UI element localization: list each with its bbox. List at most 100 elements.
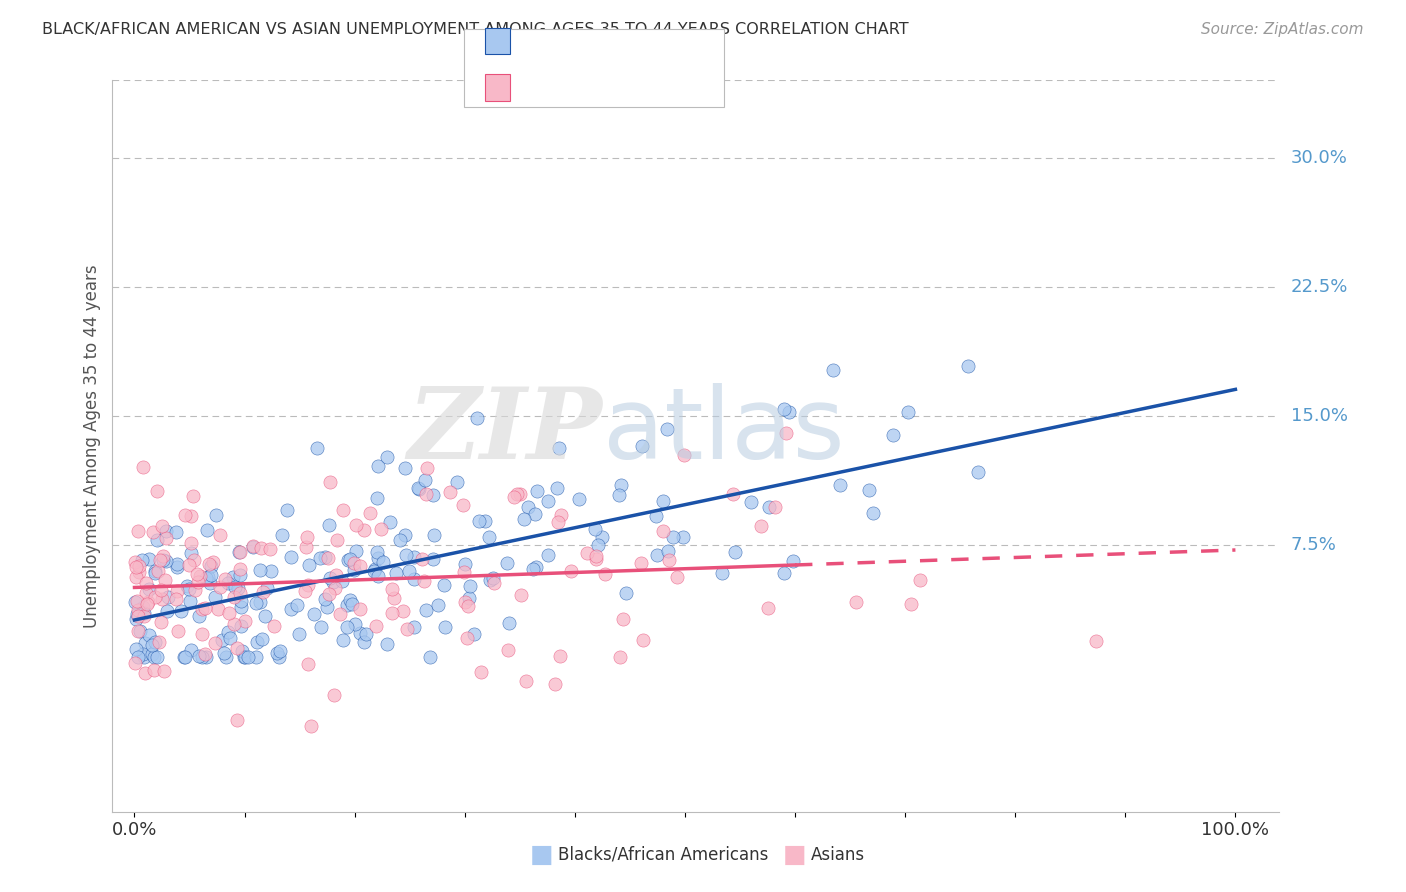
Point xyxy=(344,617,367,632)
Point xyxy=(225,640,247,655)
Point xyxy=(132,459,155,474)
Point xyxy=(591,529,613,543)
Point xyxy=(830,478,852,492)
Point xyxy=(138,582,160,596)
Point xyxy=(882,427,904,442)
Point xyxy=(153,664,176,678)
Point xyxy=(142,649,165,664)
Point xyxy=(394,461,416,475)
Point xyxy=(138,551,160,566)
Point xyxy=(446,475,468,489)
Point xyxy=(506,487,529,501)
Point xyxy=(143,566,166,581)
Point xyxy=(778,405,800,419)
Point xyxy=(125,612,148,626)
Point xyxy=(155,554,177,568)
Point xyxy=(200,568,222,582)
Point xyxy=(297,657,319,671)
Point xyxy=(516,500,538,515)
Point xyxy=(332,632,354,647)
Point xyxy=(470,665,492,679)
Point xyxy=(201,555,224,569)
Point xyxy=(214,649,236,664)
Point xyxy=(359,506,381,520)
Text: N =: N = xyxy=(606,78,645,96)
Point xyxy=(458,591,481,606)
Point xyxy=(322,574,344,589)
Point xyxy=(404,572,426,586)
Point xyxy=(479,573,502,587)
Point xyxy=(426,599,449,613)
Point xyxy=(367,569,389,583)
Point xyxy=(456,632,478,646)
Point xyxy=(671,530,693,544)
Point xyxy=(146,564,169,578)
Point xyxy=(143,663,166,677)
Point xyxy=(523,507,546,521)
Point xyxy=(586,538,609,552)
Point xyxy=(384,566,406,581)
Point xyxy=(515,673,537,688)
Point xyxy=(411,552,433,566)
Point xyxy=(127,649,149,664)
Point xyxy=(458,579,481,593)
Point xyxy=(180,546,202,560)
Point xyxy=(967,465,990,479)
Point xyxy=(457,599,479,613)
Point xyxy=(318,475,340,489)
Point xyxy=(224,591,246,605)
Point xyxy=(204,635,226,649)
Point xyxy=(845,595,868,609)
Point xyxy=(267,649,290,664)
Text: R =: R = xyxy=(519,32,557,50)
Point xyxy=(229,586,252,600)
Point xyxy=(910,574,932,588)
Point xyxy=(134,665,156,680)
Point xyxy=(217,624,239,639)
Point xyxy=(630,556,652,570)
Point xyxy=(380,582,402,596)
Point xyxy=(343,564,366,578)
Point xyxy=(546,481,568,495)
Point xyxy=(332,503,354,517)
Point xyxy=(197,570,219,584)
Point xyxy=(183,553,205,567)
Point xyxy=(782,554,804,568)
Point xyxy=(152,553,174,567)
Point xyxy=(415,603,437,617)
Point xyxy=(128,559,150,574)
Point xyxy=(773,401,796,416)
Point xyxy=(900,597,922,611)
Point xyxy=(560,564,582,578)
Text: R =: R = xyxy=(519,78,557,96)
Point xyxy=(339,551,361,566)
Point xyxy=(316,599,339,614)
Point xyxy=(433,578,456,592)
Point xyxy=(180,535,202,549)
Point xyxy=(229,600,252,615)
Point xyxy=(645,509,668,524)
Text: ZIP: ZIP xyxy=(408,384,603,480)
Text: ■: ■ xyxy=(783,843,806,866)
Point xyxy=(229,562,252,576)
Point xyxy=(454,595,477,609)
Point xyxy=(134,608,156,623)
Point xyxy=(222,569,245,583)
Point xyxy=(651,524,673,538)
Point xyxy=(173,649,195,664)
Point xyxy=(127,624,149,638)
Point xyxy=(318,587,340,601)
Point xyxy=(415,461,437,475)
Point xyxy=(412,574,434,589)
Point xyxy=(862,506,884,520)
Text: 22.5%: 22.5% xyxy=(1291,277,1348,296)
Text: 198: 198 xyxy=(640,32,676,50)
Point xyxy=(188,648,211,663)
Point xyxy=(419,649,441,664)
Point xyxy=(550,648,572,663)
Point xyxy=(482,575,505,590)
Point xyxy=(136,597,159,611)
Point xyxy=(141,638,163,652)
Point xyxy=(302,607,325,621)
Point xyxy=(207,602,229,616)
